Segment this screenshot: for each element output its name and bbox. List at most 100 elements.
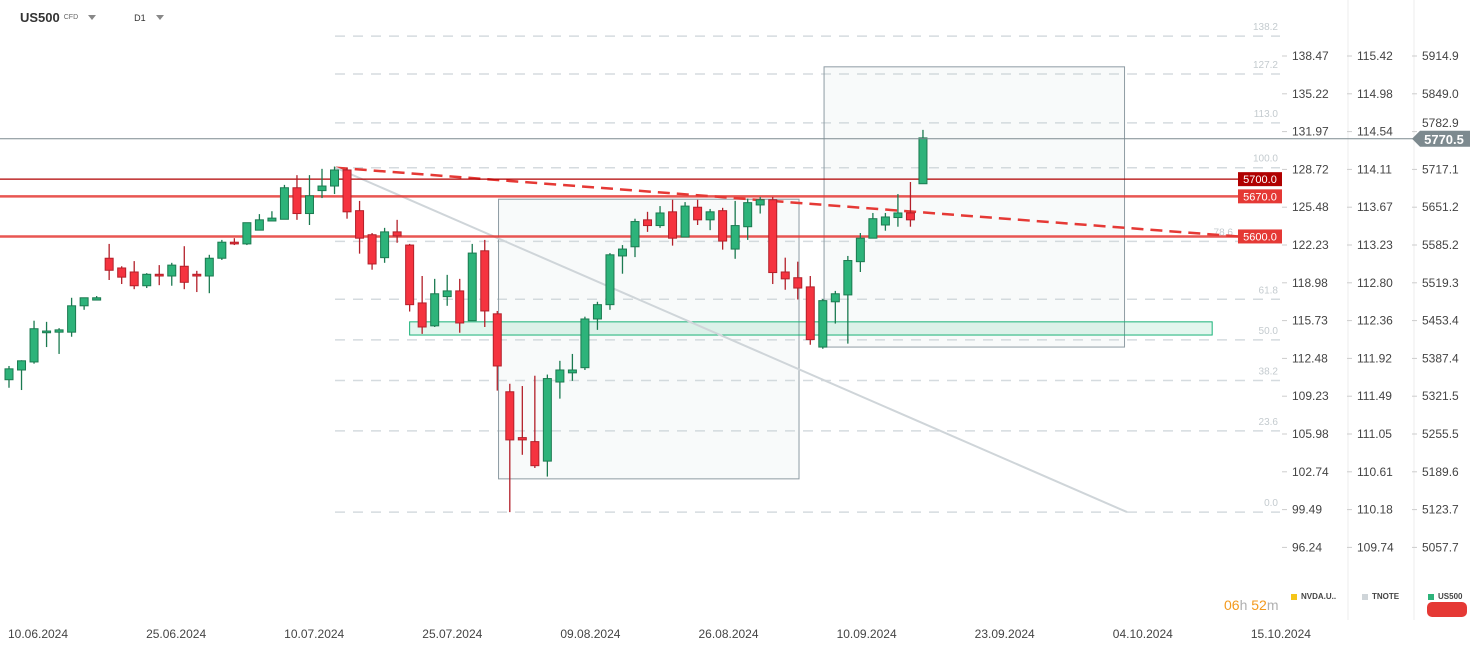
candle-body xyxy=(893,212,903,219)
candle-body xyxy=(592,304,602,320)
candle-body xyxy=(755,199,765,206)
candle-body xyxy=(492,313,502,367)
candle-body xyxy=(605,254,615,306)
candle-body xyxy=(330,169,340,187)
y-axis-label: 125.48 xyxy=(1292,200,1329,214)
candle xyxy=(342,167,352,219)
candle-body xyxy=(380,231,390,259)
candle xyxy=(805,276,815,345)
candle xyxy=(893,194,903,227)
candle-timer: 06h 52m xyxy=(1224,597,1279,613)
y-axis-label: 122.23 xyxy=(1292,238,1329,252)
symbol-label[interactable]: US500 xyxy=(20,10,60,25)
candle xyxy=(505,383,515,513)
candle-body xyxy=(42,330,52,334)
x-axis-label: 25.07.2024 xyxy=(422,627,482,641)
legend-us500[interactable]: US500 xyxy=(1428,592,1462,601)
candle-body xyxy=(630,221,640,248)
fib-level-label: 23.6 xyxy=(1259,417,1279,428)
candle xyxy=(217,239,227,260)
candle xyxy=(868,212,878,239)
x-axis-label: 04.10.2024 xyxy=(1113,627,1173,641)
candle-body xyxy=(517,437,527,441)
legend-swatch-tnote xyxy=(1362,593,1368,600)
candle-body xyxy=(542,378,552,462)
y-axis-label: 5849.0 xyxy=(1422,87,1459,101)
candle xyxy=(417,276,427,334)
candle-body xyxy=(880,216,890,226)
diagonal-trendline xyxy=(335,166,1128,514)
y-axis-label: 5782.9 xyxy=(1422,116,1459,130)
y-axis-label: 110.18 xyxy=(1357,503,1393,517)
price-level-badge xyxy=(1238,189,1282,204)
candle-body xyxy=(843,260,853,296)
candle xyxy=(279,184,289,220)
candle-body xyxy=(855,237,865,263)
y-axis-label: 5057.7 xyxy=(1422,540,1459,554)
y-axis-label: 111.05 xyxy=(1357,427,1392,441)
price-level-badge xyxy=(1238,172,1282,187)
candle xyxy=(355,200,365,254)
instrument-type: CFD xyxy=(63,14,79,21)
candle-body xyxy=(918,137,928,185)
candle xyxy=(567,353,577,381)
candle xyxy=(905,182,915,227)
candle xyxy=(480,239,490,328)
candle-body xyxy=(505,391,515,441)
candle xyxy=(880,212,890,231)
y-axis-label: 5651.2 xyxy=(1422,200,1459,214)
candle-body xyxy=(217,241,227,259)
legend-tnote[interactable]: TNOTE xyxy=(1362,592,1399,601)
candle xyxy=(705,208,715,231)
x-axis-label: 23.09.2024 xyxy=(975,627,1035,641)
candle-body xyxy=(4,368,14,381)
y-axis-label: 5255.5 xyxy=(1422,427,1459,441)
candle xyxy=(4,365,14,388)
candle-body xyxy=(467,252,477,322)
candle xyxy=(229,238,239,246)
y-axis-label: 115.42 xyxy=(1357,49,1393,63)
candle xyxy=(855,233,865,272)
candle xyxy=(768,196,778,285)
candle xyxy=(392,219,402,243)
timeframe-label[interactable]: D1 xyxy=(134,12,146,23)
candle-body xyxy=(530,441,540,467)
symbol-dropdown-icon[interactable] xyxy=(88,15,97,20)
candle-body xyxy=(730,225,740,250)
y-axis-label: 131.97 xyxy=(1292,125,1329,139)
fib-level-label: 61.8 xyxy=(1259,285,1279,296)
candle-body xyxy=(455,290,465,324)
candle-body xyxy=(229,241,239,245)
candle-body xyxy=(442,290,452,298)
y-axis-label: 135.22 xyxy=(1292,87,1329,101)
fib-level-label: 38.2 xyxy=(1259,367,1279,378)
sell-price-badge[interactable] xyxy=(1427,602,1467,617)
candle xyxy=(67,297,77,337)
candle-body xyxy=(743,202,753,228)
candle-body xyxy=(668,211,678,239)
y-axis-label: 5387.4 xyxy=(1422,351,1459,365)
candle-body xyxy=(317,185,327,192)
candle-body xyxy=(79,297,89,307)
y-axis-label: 99.49 xyxy=(1292,503,1322,517)
candle xyxy=(242,222,252,246)
candle xyxy=(292,175,302,220)
candle-body xyxy=(154,273,164,277)
candle xyxy=(693,199,703,225)
candle xyxy=(830,290,840,324)
timeframe-dropdown-icon[interactable] xyxy=(155,15,164,20)
candle-body xyxy=(17,360,27,371)
legend-nvda[interactable]: NVDA.U.. xyxy=(1291,592,1336,601)
candle-body xyxy=(254,219,264,231)
candle xyxy=(730,200,740,259)
x-axis-label: 26.08.2024 xyxy=(698,627,758,641)
candle-body xyxy=(805,286,815,341)
y-axis-label: 105.98 xyxy=(1292,427,1329,441)
y-axis-label: 112.36 xyxy=(1357,314,1393,328)
candle xyxy=(117,266,127,285)
fib-level-label: 50.0 xyxy=(1259,326,1279,337)
y-axis-label: 96.24 xyxy=(1292,540,1322,554)
candle-body xyxy=(705,211,715,221)
candle xyxy=(455,278,465,333)
